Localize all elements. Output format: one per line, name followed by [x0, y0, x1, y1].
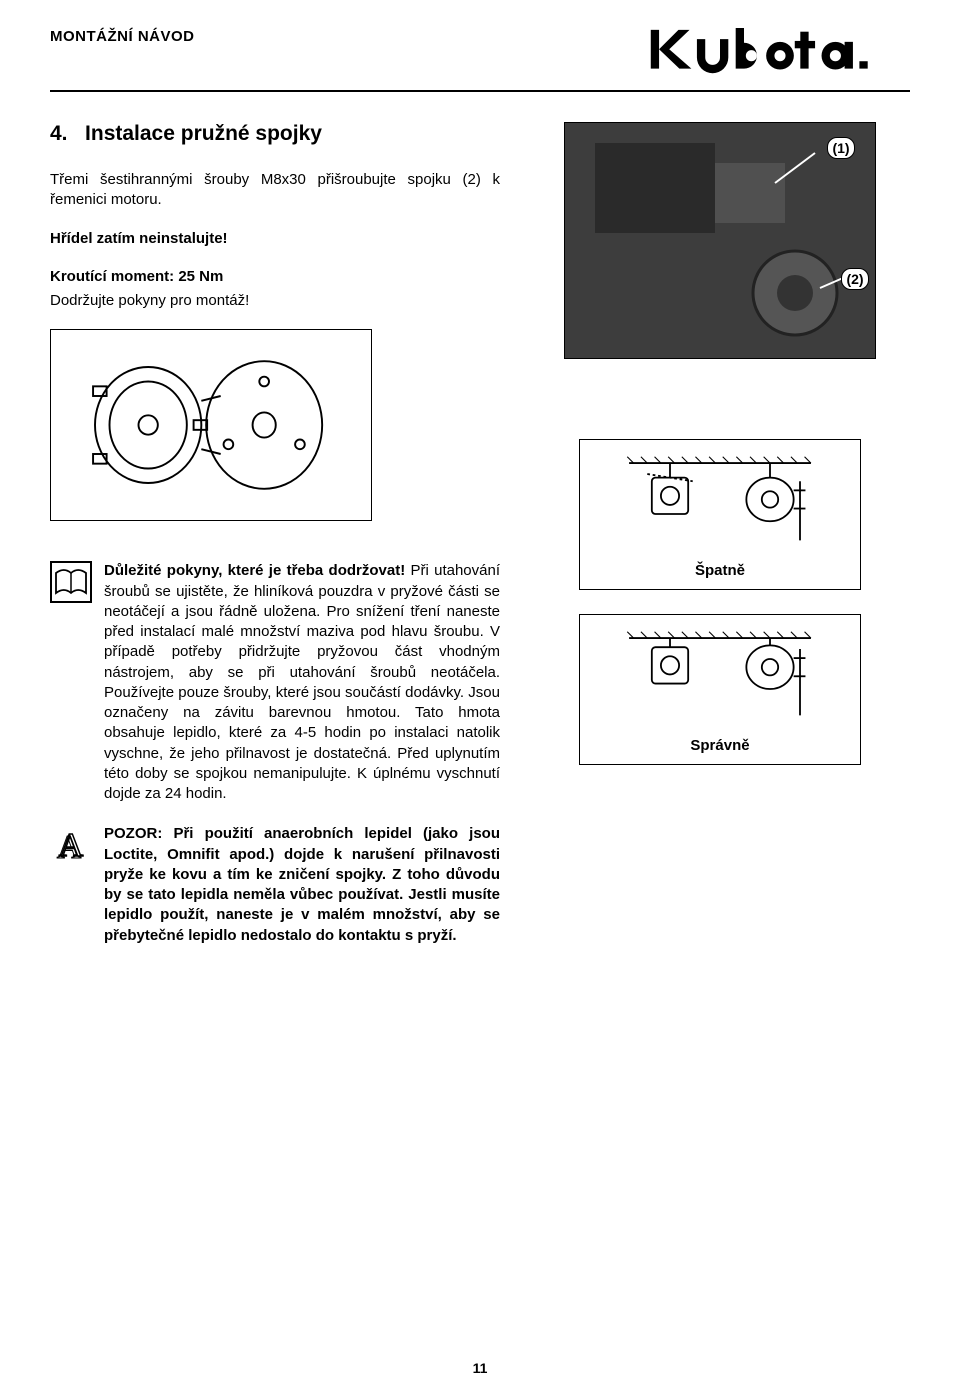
intro-p2: Hřídel zatím neinstalujte! — [50, 229, 500, 249]
diagram-correct: Správně — [579, 614, 861, 765]
intro-p4: Dodržujte pokyny pro montáž! — [50, 291, 500, 311]
photo-callout-2: (2) — [841, 268, 869, 290]
page-header: MONTÁŽNÍ NÁVOD — [50, 28, 910, 92]
page: MONTÁŽNÍ NÁVOD — [0, 0, 960, 1392]
note-important-body: Při utahování šroubů se ujistěte, že hli… — [104, 562, 500, 802]
note-important-text: Důležité pokyny, které je třeba dodržova… — [104, 561, 500, 804]
label-wrong: Špatně — [695, 562, 745, 579]
reference-photo: (1) (2) — [564, 122, 876, 359]
photo-callout-1: (1) — [827, 137, 855, 159]
diagram-wrong: Špatně — [579, 439, 861, 590]
section-title: Instalace pružné spojky — [85, 122, 322, 145]
intro-p3: Kroutící moment: 25 Nm — [50, 267, 500, 287]
svg-text:A: A — [57, 829, 82, 866]
note-warning-text: POZOR: Při použití anaerobních lepidel (… — [104, 824, 500, 946]
book-icon — [50, 561, 92, 603]
coupling-diagram — [50, 329, 372, 521]
page-number: 11 — [0, 1360, 960, 1376]
label-correct: Správně — [690, 737, 749, 754]
right-column: (1) (2) — [530, 122, 910, 966]
left-column: 4. Instalace pružné spojky Třemi šestihr… — [50, 122, 500, 966]
content-columns: 4. Instalace pružné spojky Třemi šestihr… — [50, 122, 910, 966]
intro-p1: Třemi šestihrannými šrouby M8x30 přišrou… — [50, 170, 500, 211]
attention-a-icon: A A — [50, 824, 92, 866]
note-important: Důležité pokyny, které je třeba dodržova… — [50, 561, 500, 804]
section-number: 4. — [50, 122, 68, 145]
brand-logo — [650, 28, 910, 76]
doc-title: MONTÁŽNÍ NÁVOD — [50, 28, 195, 45]
section-heading: 4. Instalace pružné spojky — [50, 122, 500, 146]
note-warning: A A POZOR: Při použití anaerobních lepid… — [50, 824, 500, 946]
note-important-heading: Důležité pokyny, které je třeba dodržova… — [104, 562, 405, 579]
